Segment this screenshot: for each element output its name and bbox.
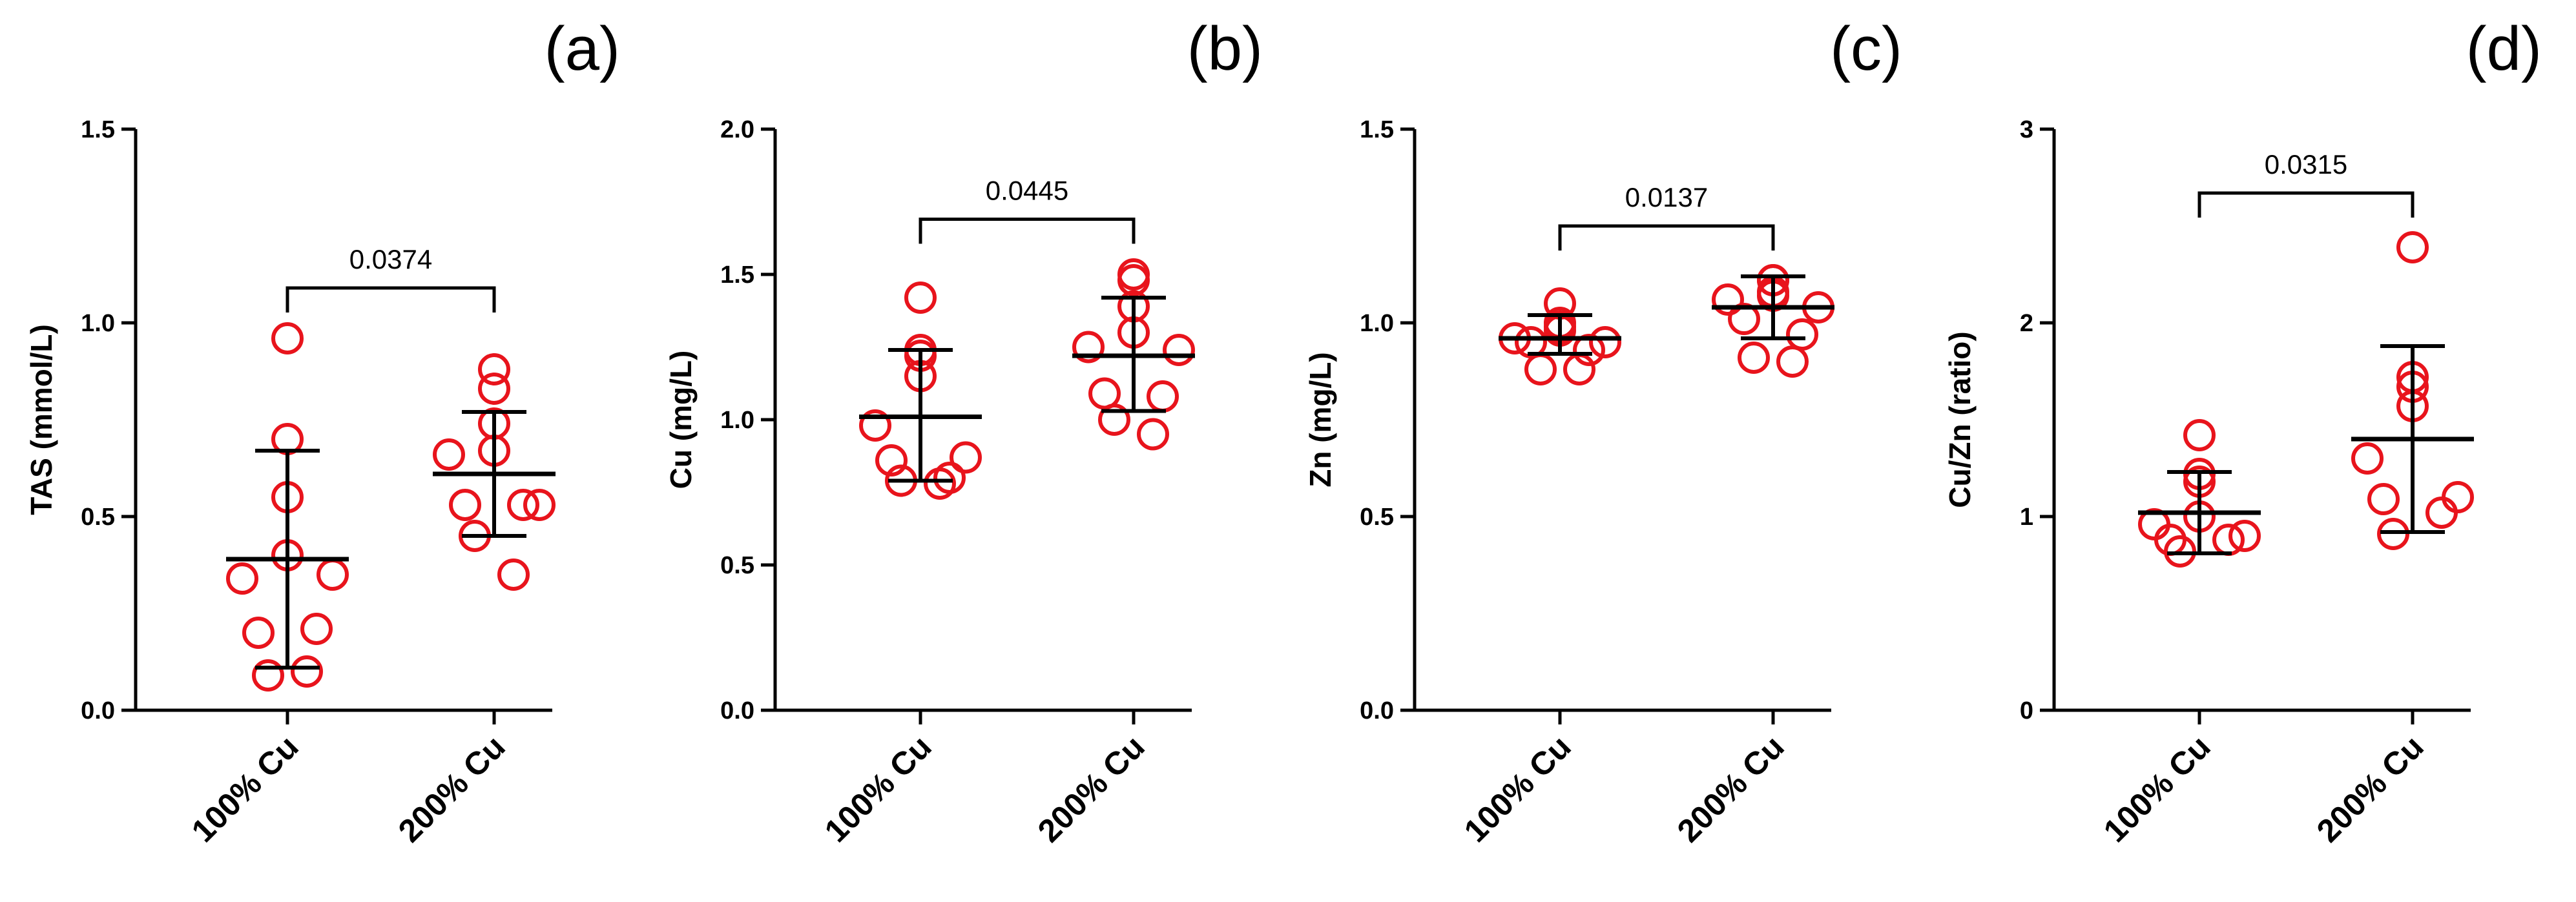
x-category-label: 100% Cu <box>185 728 306 849</box>
data-point <box>523 489 556 521</box>
data-point <box>478 373 510 405</box>
y-axis-label: TAS (mmol/L) <box>25 324 58 515</box>
data-point <box>1589 326 1621 358</box>
data-point <box>497 559 530 591</box>
data-point <box>904 282 937 314</box>
data-point <box>1786 318 1818 351</box>
x-category-label: 200% Cu <box>2310 728 2431 849</box>
data-point <box>924 467 956 500</box>
y-tick-label: 2.0 <box>720 116 754 143</box>
data-point <box>2228 520 2261 552</box>
y-tick-label: 0.0 <box>720 697 754 724</box>
data-point <box>1163 334 1195 366</box>
data-point <box>859 409 891 442</box>
x-category-label: 200% Cu <box>1031 728 1152 849</box>
y-tick-label: 0.5 <box>1360 504 1394 531</box>
panel-label: (c) <box>1830 14 1902 83</box>
significance-bracket <box>286 286 496 313</box>
data-point <box>226 562 258 595</box>
y-tick-label: 1.5 <box>720 261 754 289</box>
p-value-label: 0.0445 <box>986 176 1068 206</box>
data-point <box>271 322 304 354</box>
data-point <box>478 353 510 385</box>
data-point <box>2425 497 2458 529</box>
data-point <box>1137 418 1169 451</box>
data-point <box>1117 264 1150 296</box>
data-point <box>300 613 333 645</box>
x-category-label: 200% Cu <box>391 728 512 849</box>
data-point <box>1098 404 1130 436</box>
chart-panel-4: (d) 0 1 2 3 Cu/Zn (ratio) 100% Cu 200% Cu 0.0315 <box>1943 14 2542 849</box>
y-axis-label: Cu (mg/L) <box>664 351 698 489</box>
data-point <box>875 444 908 477</box>
data-point <box>317 559 349 591</box>
significance-bracket <box>1558 224 1775 251</box>
y-tick-label: 0.5 <box>81 504 115 531</box>
data-point <box>433 438 465 471</box>
data-point <box>1072 331 1105 364</box>
data-point <box>1088 377 1121 410</box>
p-value-label: 0.0137 <box>1625 182 1708 212</box>
data-point <box>2183 419 2216 451</box>
y-axis-label: Cu/Zn (ratio) <box>1943 331 1977 507</box>
data-point <box>507 489 539 521</box>
y-tick-label: 0 <box>2020 697 2033 724</box>
data-point <box>1728 303 1760 335</box>
y-tick-label: 1.0 <box>1360 310 1394 337</box>
data-point <box>1147 380 1179 413</box>
x-category-label: 100% Cu <box>1457 728 1578 849</box>
data-point <box>252 659 284 692</box>
y-tick-label: 1.5 <box>1360 116 1394 143</box>
chart-panel-3: (c) 0.0 0.5 1.0 1.5 Zn (mg/L) 100% Cu 200% Cu 0.… <box>1304 14 1902 849</box>
p-value-label: 0.0315 <box>2265 149 2347 179</box>
data-point <box>242 617 275 649</box>
data-point <box>2442 481 2474 513</box>
data-point <box>2351 442 2384 475</box>
data-point <box>449 489 481 521</box>
y-tick-label: 1.5 <box>81 116 115 143</box>
y-tick-label: 0.0 <box>1360 697 1394 724</box>
data-point <box>950 441 982 474</box>
data-point <box>1738 342 1770 374</box>
significance-bracket <box>2197 191 2415 218</box>
chart-panel-2: (b) 0.0 0.5 1.0 1.5 2.0 Cu (mg/L) 100% Cu 200% C… <box>664 14 1263 849</box>
y-tick-label: 3 <box>2020 116 2033 143</box>
data-point <box>1524 353 1557 385</box>
data-point <box>2212 524 2245 556</box>
x-category-label: 200% Cu <box>1670 728 1791 849</box>
panel-label: (a) <box>545 14 620 83</box>
data-point <box>1776 345 1809 378</box>
x-category-label: 100% Cu <box>2097 728 2218 849</box>
y-axis-label: Zn (mg/L) <box>1304 352 1337 487</box>
y-tick-label: 1 <box>2020 504 2033 531</box>
panel-label: (b) <box>1187 14 1263 83</box>
y-tick-label: 0.0 <box>81 697 115 724</box>
data-point <box>291 655 323 688</box>
data-point <box>1712 283 1744 316</box>
data-point <box>2396 231 2429 263</box>
panel-label: (d) <box>2466 14 2542 83</box>
y-tick-label: 0.5 <box>720 552 754 579</box>
data-point <box>2367 483 2400 515</box>
y-tick-label: 1.0 <box>81 310 115 337</box>
y-tick-label: 1.0 <box>720 407 754 434</box>
y-tick-label: 2 <box>2020 310 2033 337</box>
p-value-label: 0.0374 <box>349 244 432 274</box>
significance-bracket <box>919 218 1136 244</box>
data-point <box>1573 334 1605 366</box>
chart-panel-1: (a) 0.0 0.5 1.0 1.5 TAS (mmol/L) 100% Cu 200% C… <box>25 14 620 849</box>
x-category-label: 100% Cu <box>818 728 939 849</box>
